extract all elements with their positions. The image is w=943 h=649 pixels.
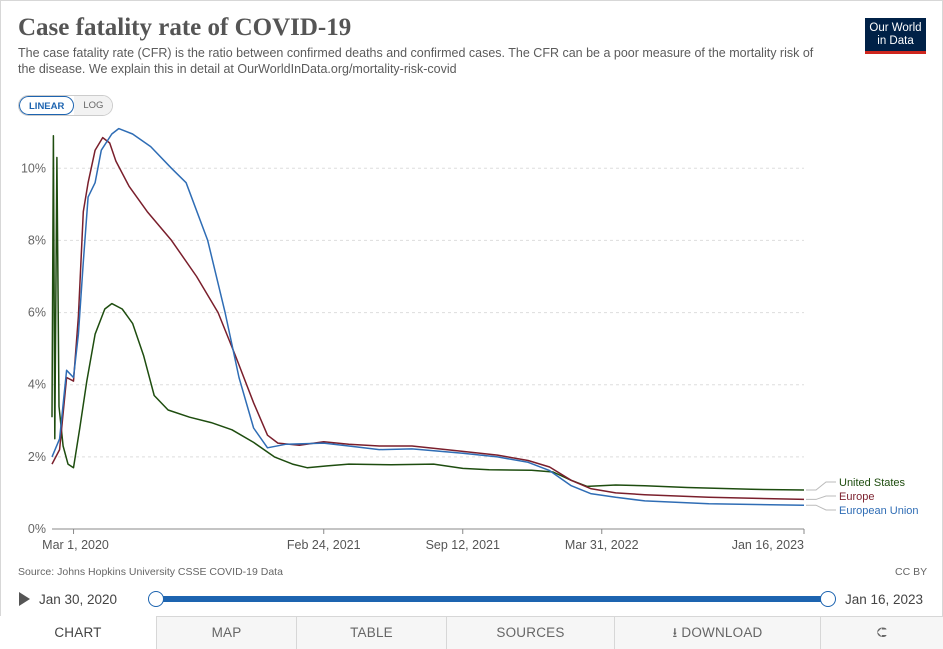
timeline-start-label: Jan 30, 2020 (39, 592, 118, 607)
linear-scale-button[interactable]: LINEAR (19, 96, 75, 115)
y-tick-label: 0% (28, 522, 46, 536)
license-link[interactable]: CC BY (895, 566, 928, 578)
tab-sources[interactable]: SOURCES (446, 617, 614, 649)
y-tick-label: 8% (28, 233, 46, 247)
timeline-end-handle[interactable] (820, 591, 836, 607)
tab-chart[interactable]: CHART (0, 616, 156, 649)
legend-connector (806, 504, 836, 511)
timeline-end-label: Jan 16, 2023 (845, 592, 924, 607)
timeline-slider: Jan 30, 2020 Jan 16, 2023 (0, 588, 943, 612)
legend-label-europe: Europe (839, 491, 874, 503)
tab-bar: CHART MAP TABLE SOURCES ⭳ DOWNLOAD ⮈ (0, 616, 943, 649)
legend-label-united_states: United States (839, 477, 906, 489)
x-tick-label: Mar 1, 2020 (42, 538, 109, 552)
log-scale-button[interactable]: LOG (74, 96, 113, 115)
x-tick-label: Jan 16, 2023 (732, 538, 804, 552)
legend-connector (806, 495, 836, 500)
tab-map[interactable]: MAP (156, 617, 296, 649)
scale-toggle: LINEAR LOG (18, 95, 114, 116)
chart-title: Case fatality rate of COVID-19 (18, 14, 352, 41)
legend-label-european_union: European Union (839, 505, 919, 517)
timeline-track[interactable] (156, 596, 828, 602)
y-tick-label: 2% (28, 450, 46, 464)
y-tick-label: 6% (28, 306, 46, 320)
logo-line-1: Our World (869, 22, 922, 34)
chart-subtitle: The case fatality rate (CFR) is the rati… (18, 46, 814, 76)
y-tick-label: 10% (21, 161, 46, 175)
x-tick-label: Mar 31, 2022 (565, 538, 639, 552)
legend-connector (806, 481, 836, 491)
tab-download-label: DOWNLOAD (681, 625, 763, 640)
owid-logo[interactable]: Our World in Data (865, 18, 926, 54)
tab-share[interactable]: ⮈ (820, 617, 943, 649)
y-tick-label: 4% (28, 378, 46, 392)
tab-table[interactable]: TABLE (296, 617, 446, 649)
timeline-start-handle[interactable] (148, 591, 164, 607)
logo-line-2: in Data (877, 35, 914, 47)
download-icon: ⭳ (672, 625, 678, 640)
tab-download[interactable]: ⭳ DOWNLOAD (614, 617, 820, 649)
share-icon: ⮈ (876, 625, 888, 640)
x-tick-label: Feb 24, 2021 (287, 538, 361, 552)
series-line-europe (51, 136, 805, 501)
source-note[interactable]: Source: Johns Hopkins University CSSE CO… (18, 566, 283, 578)
play-icon[interactable] (19, 592, 30, 606)
series-line-united_states (51, 135, 805, 491)
line-chart[interactable]: 0% 2% 4% 6% 8% 10% Mar 1, 2020 Feb 24, 2021 Sep … (0, 125, 943, 555)
series-line-european_union (51, 127, 805, 506)
x-tick-label: Sep 12, 2021 (426, 538, 500, 552)
